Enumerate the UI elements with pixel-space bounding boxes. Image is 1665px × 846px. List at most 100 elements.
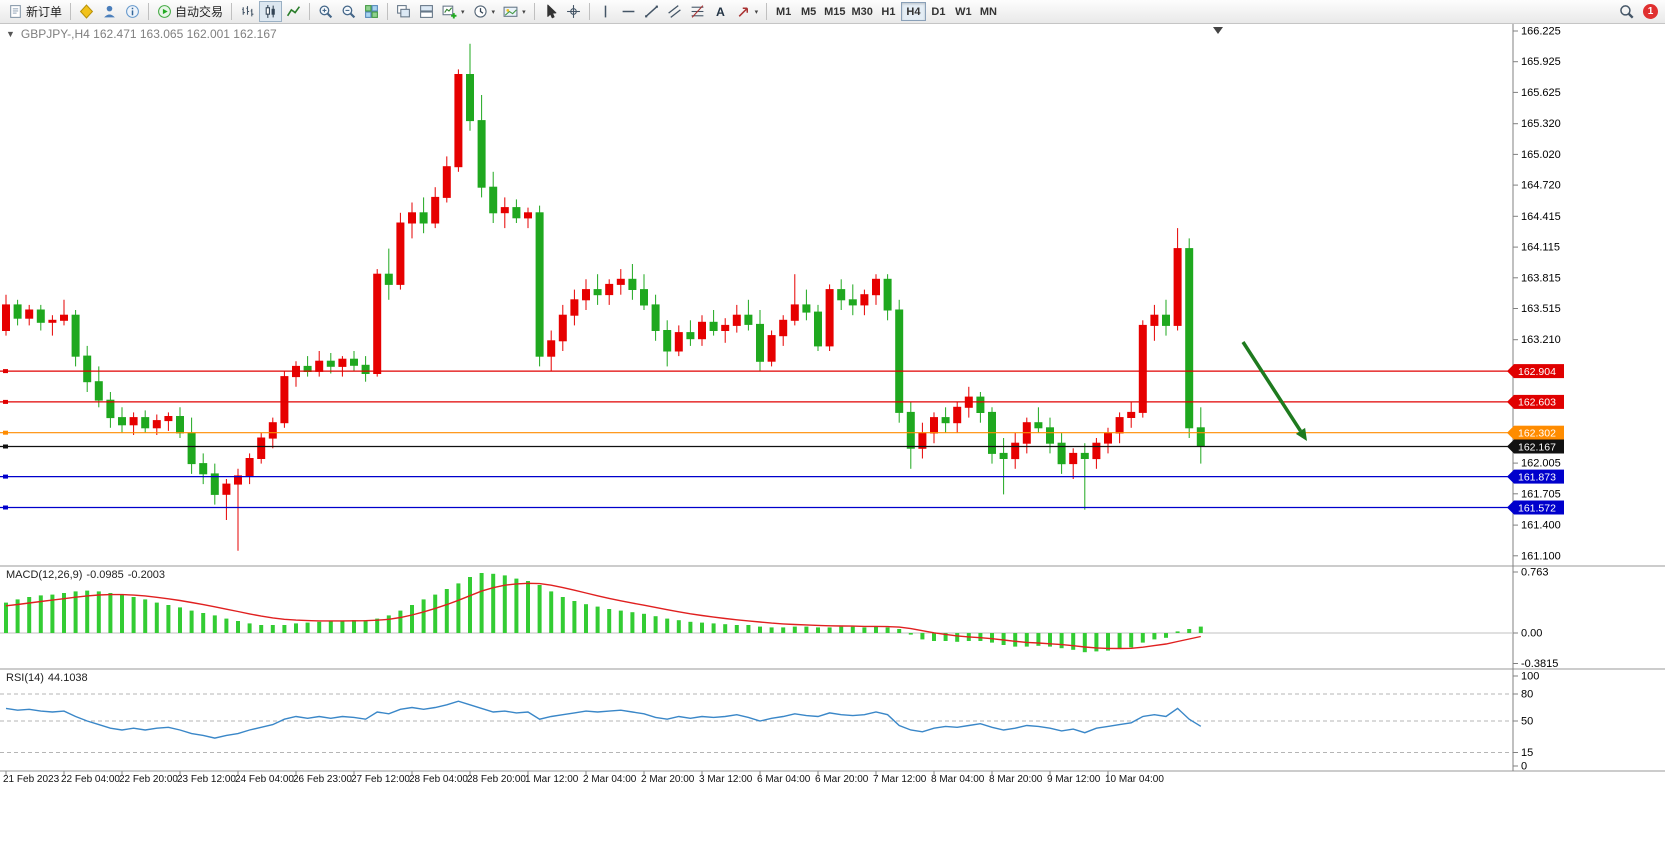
candle: [280, 376, 289, 424]
candle: [477, 120, 486, 188]
timeframe-m5[interactable]: M5: [796, 2, 821, 21]
svg-text:6 Mar 20:00: 6 Mar 20:00: [815, 774, 869, 785]
candle: [489, 186, 498, 214]
horizontal-line[interactable]: [0, 474, 1513, 479]
vertical-line-button[interactable]: [594, 1, 617, 22]
cursor-button[interactable]: [539, 1, 562, 22]
timeframe-mn[interactable]: MN: [976, 2, 1001, 21]
time-axis[interactable]: 21 Feb 2023 22 Feb 04:00 22 Feb 20:00 23 Fe…: [3, 771, 1164, 785]
candle: [1069, 452, 1078, 465]
candle: [1046, 427, 1054, 444]
text-tool-icon: A: [716, 5, 725, 19]
crosshair-icon: [566, 5, 580, 18]
timeframe-m15[interactable]: M15: [821, 2, 848, 21]
line-chart-button[interactable]: [282, 1, 305, 22]
toolbar: 新订单 自动交易 ▾ ▾ ▾ A ▾ M1 M5 M15 M30 H1 H4 D1 W1 MN 1: [0, 0, 1665, 24]
candle: [512, 207, 521, 219]
macd-axis-ticks: 0.763 0.00 -0.3815: [1513, 567, 1558, 670]
zoom-in-button[interactable]: [314, 1, 337, 22]
horizontal-line[interactable]: [0, 505, 1513, 510]
profile-icon[interactable]: [98, 1, 121, 22]
chart-window: 166.225 165.925 165.625 165.320 165.020 164.7…: [0, 24, 1665, 841]
current-price[interactable]: [0, 444, 1513, 449]
toolbar-separator: [387, 3, 389, 20]
arrows-tool-button[interactable]: ▾: [732, 1, 763, 22]
text-tool-button[interactable]: A: [709, 1, 732, 22]
crosshair-button[interactable]: [562, 1, 585, 22]
svg-text:163.210: 163.210: [1521, 334, 1561, 346]
svg-text:161.100: 161.100: [1521, 550, 1561, 562]
channel-button[interactable]: [663, 1, 686, 22]
candle: [129, 417, 138, 426]
svg-text:50: 50: [1521, 716, 1533, 728]
svg-text:165.320: 165.320: [1521, 118, 1561, 130]
candle: [384, 273, 393, 285]
cascade-windows-button[interactable]: [392, 1, 415, 22]
candle: [350, 358, 358, 366]
rsi-axis-ticks: 100 80 50 15 0: [1513, 671, 1539, 773]
candle: [83, 355, 92, 383]
svg-text:2 Mar 04:00: 2 Mar 04:00: [583, 774, 637, 785]
chart-shift-marker[interactable]: [1213, 27, 1223, 34]
cascade-windows-icon: [397, 5, 410, 18]
toolbar-separator: [70, 3, 72, 20]
trend-arrow-annotation[interactable]: [1241, 341, 1307, 441]
notification-badge[interactable]: 1: [1643, 4, 1658, 19]
auto-trading-button-label: 自动交易: [175, 5, 224, 19]
new-chart-button[interactable]: ▾: [438, 1, 469, 22]
svg-text:161.400: 161.400: [1521, 520, 1561, 532]
horizontal-line[interactable]: [0, 430, 1513, 435]
fibonacci-button[interactable]: [686, 1, 709, 22]
candle: [268, 422, 277, 439]
svg-text:165.020: 165.020: [1521, 149, 1561, 161]
candle: [1011, 442, 1020, 460]
period-dropdown-button[interactable]: ▾: [469, 1, 500, 22]
candle: [315, 360, 324, 372]
snapshot-button[interactable]: ▾: [499, 1, 530, 22]
timeframe-m30[interactable]: M30: [849, 2, 876, 21]
trendline-button[interactable]: [640, 1, 663, 22]
timeframe-w1[interactable]: W1: [951, 2, 976, 21]
svg-text:162.005: 162.005: [1521, 458, 1561, 470]
candle: [1115, 417, 1124, 434]
dropdown-arrow-icon: ▾: [522, 8, 526, 16]
horizontal-line-button[interactable]: [617, 1, 640, 22]
symbol-dropdown-icon[interactable]: ▼: [6, 29, 15, 39]
new-order-button[interactable]: 新订单: [4, 1, 66, 22]
candle: [2, 304, 10, 331]
timeframe-h1[interactable]: H1: [876, 2, 901, 21]
candle: [1080, 452, 1089, 459]
navigator-icon[interactable]: [75, 1, 98, 22]
svg-text:A: A: [716, 5, 725, 19]
svg-text:100: 100: [1521, 671, 1539, 683]
dropdown-arrow-icon: ▾: [461, 8, 465, 16]
svg-text:-0.3815: -0.3815: [1521, 658, 1558, 670]
horizontal-line[interactable]: [0, 399, 1513, 404]
candle: [419, 212, 428, 224]
timeframe-d1[interactable]: D1: [926, 2, 951, 21]
tile-horizontal-button[interactable]: [415, 1, 438, 22]
info-icon[interactable]: [121, 1, 144, 22]
svg-text:22 Feb 20:00: 22 Feb 20:00: [119, 774, 178, 785]
toolbar-right: 1: [1615, 1, 1661, 22]
search-button[interactable]: [1615, 1, 1638, 22]
candle: [118, 417, 126, 426]
candle: [767, 335, 776, 362]
candle: [941, 417, 950, 424]
svg-text:27 Feb 12:00: 27 Feb 12:00: [351, 774, 410, 785]
zoom-out-button[interactable]: [337, 1, 360, 22]
tile-windows-button[interactable]: [360, 1, 383, 22]
candlestick-chart-button[interactable]: [259, 1, 283, 22]
timeframe-m1[interactable]: M1: [771, 2, 796, 21]
svg-text:162.904: 162.904: [1518, 366, 1556, 378]
channel-icon: [667, 5, 681, 18]
svg-text:161.705: 161.705: [1521, 488, 1561, 500]
candle: [976, 396, 985, 414]
bar-chart-button[interactable]: [236, 1, 259, 22]
candle: [674, 332, 683, 352]
toolbar-separator: [309, 3, 311, 20]
candle: [1185, 248, 1194, 429]
timeframe-h4[interactable]: H4: [900, 2, 926, 21]
auto-trading-button[interactable]: 自动交易: [153, 1, 227, 22]
price-chart: 166.225 165.925 165.625 165.320 165.020 164.7…: [0, 24, 1665, 841]
